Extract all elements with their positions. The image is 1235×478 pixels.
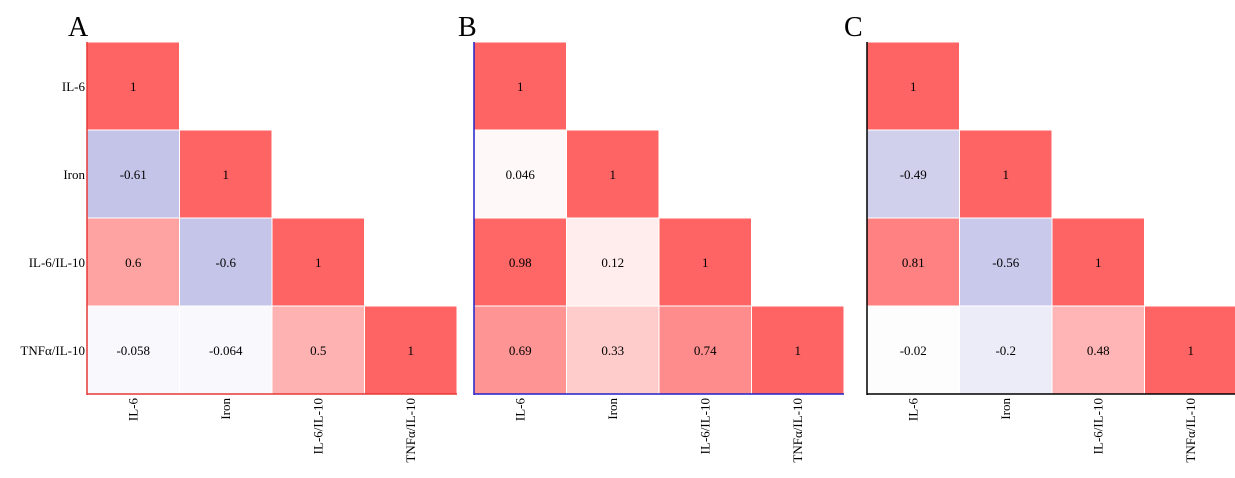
cell-value-label: 0.74 (694, 343, 717, 358)
heatmap-cell (179, 217, 273, 307)
cell-value-label: -0.064 (209, 343, 243, 358)
heatmap-cell (473, 217, 567, 307)
column-tick-label: TNFα/IL-10 (790, 398, 805, 463)
heatmap-cell (1051, 217, 1145, 307)
heatmap-cell (86, 129, 180, 219)
cell-value-label: 1 (910, 79, 917, 94)
heatmap-cell (364, 305, 458, 395)
cell-value-label: -0.56 (992, 255, 1020, 270)
heatmap-cell (473, 41, 567, 131)
heatmap-cell (866, 305, 960, 395)
column-tick-label: Iron (605, 398, 620, 420)
cell-value-label: 1 (517, 79, 524, 94)
cell-value-label: 1 (1003, 167, 1010, 182)
heatmap-cell (271, 217, 365, 307)
cell-value-label: 0.12 (601, 255, 624, 270)
heatmap-cell (566, 305, 660, 395)
column-tick-label: TNFα/IL-10 (1183, 398, 1198, 463)
column-tick-label: IL-6 (512, 398, 527, 422)
cell-value-label: 0.69 (509, 343, 532, 358)
cell-value-label: 1 (130, 79, 137, 94)
cell-value-label: 0.046 (506, 167, 536, 182)
cell-value-label: -0.49 (900, 167, 927, 182)
heatmap-cell (658, 217, 752, 307)
heatmap-cell (566, 129, 660, 219)
heatmap-panel-a: 1-0.61 10.6 -0.6 1-0.058 -0.064 0.5 1IL-6IronI… (20, 12, 458, 463)
heatmap-cell (86, 217, 180, 307)
row-tick-label: TNFα/IL-10 (20, 343, 85, 358)
cell-value-label: 1 (223, 167, 230, 182)
heatmap-cell (1051, 305, 1145, 395)
row-tick-label: IL-6 (62, 79, 86, 94)
cell-value-label: -0.058 (116, 343, 150, 358)
cell-value-label: 0.48 (1087, 343, 1110, 358)
heatmap-cell (566, 217, 660, 307)
panel-letter: A (68, 12, 89, 43)
heatmap-cell (959, 305, 1053, 395)
row-tick-label: Iron (63, 167, 85, 182)
heatmap-cell (473, 129, 567, 219)
cell-value-label: 0.6 (125, 255, 142, 270)
heatmap-cell (959, 217, 1053, 307)
column-tick-label: IL-6/IL-10 (697, 398, 712, 454)
cell-value-label: -0.6 (215, 255, 236, 270)
cell-value-label: 1 (1188, 343, 1195, 358)
column-tick-label: TNFα/IL-10 (403, 398, 418, 463)
panel-letter: B (458, 12, 477, 43)
cell-value-label: 0.98 (509, 255, 532, 270)
cell-value-label: 0.33 (601, 343, 624, 358)
cell-value-label: -0.02 (900, 343, 927, 358)
heatmap-cell (179, 129, 273, 219)
cell-value-label: 1 (610, 167, 617, 182)
cell-value-label: -0.61 (120, 167, 147, 182)
column-tick-label: Iron (998, 398, 1013, 420)
cell-value-label: 0.81 (902, 255, 925, 270)
row-tick-label: IL-6/IL-10 (29, 255, 85, 270)
heatmap-panel-b: 1 0.046 1 0.98 0.12 1 0.69 0.33 0.74 1 IL-6 Iron IL-… (458, 12, 845, 463)
panel-letter: C (844, 12, 863, 43)
heatmap-panel-c: 1 -0.49 1 0.81 -0.56 1 -0.02 -0.2 0.48 1 IL-6 Iron I… (844, 12, 1235, 463)
heatmap-cell (1144, 305, 1235, 395)
cell-value-label: -0.2 (995, 343, 1016, 358)
cell-value-label: 1 (795, 343, 802, 358)
cell-value-label: 0.5 (310, 343, 326, 358)
column-tick-label: IL-6/IL-10 (310, 398, 325, 454)
cell-value-label: 1 (702, 255, 709, 270)
column-tick-label: IL-6 (125, 398, 140, 422)
column-tick-label: IL-6/IL-10 (1090, 398, 1105, 454)
cell-value-label: 1 (1095, 255, 1102, 270)
column-tick-label: IL-6 (905, 398, 920, 422)
heatmap-cell (866, 217, 960, 307)
column-tick-label: Iron (218, 398, 233, 420)
heatmap-cell (179, 305, 273, 395)
cell-value-label: 1 (315, 255, 322, 270)
heatmap-cell (959, 129, 1053, 219)
heatmap-cell (866, 129, 960, 219)
heatmap-cell (86, 41, 180, 131)
cell-value-label: 1 (408, 343, 415, 358)
heatmap-cell (751, 305, 845, 395)
